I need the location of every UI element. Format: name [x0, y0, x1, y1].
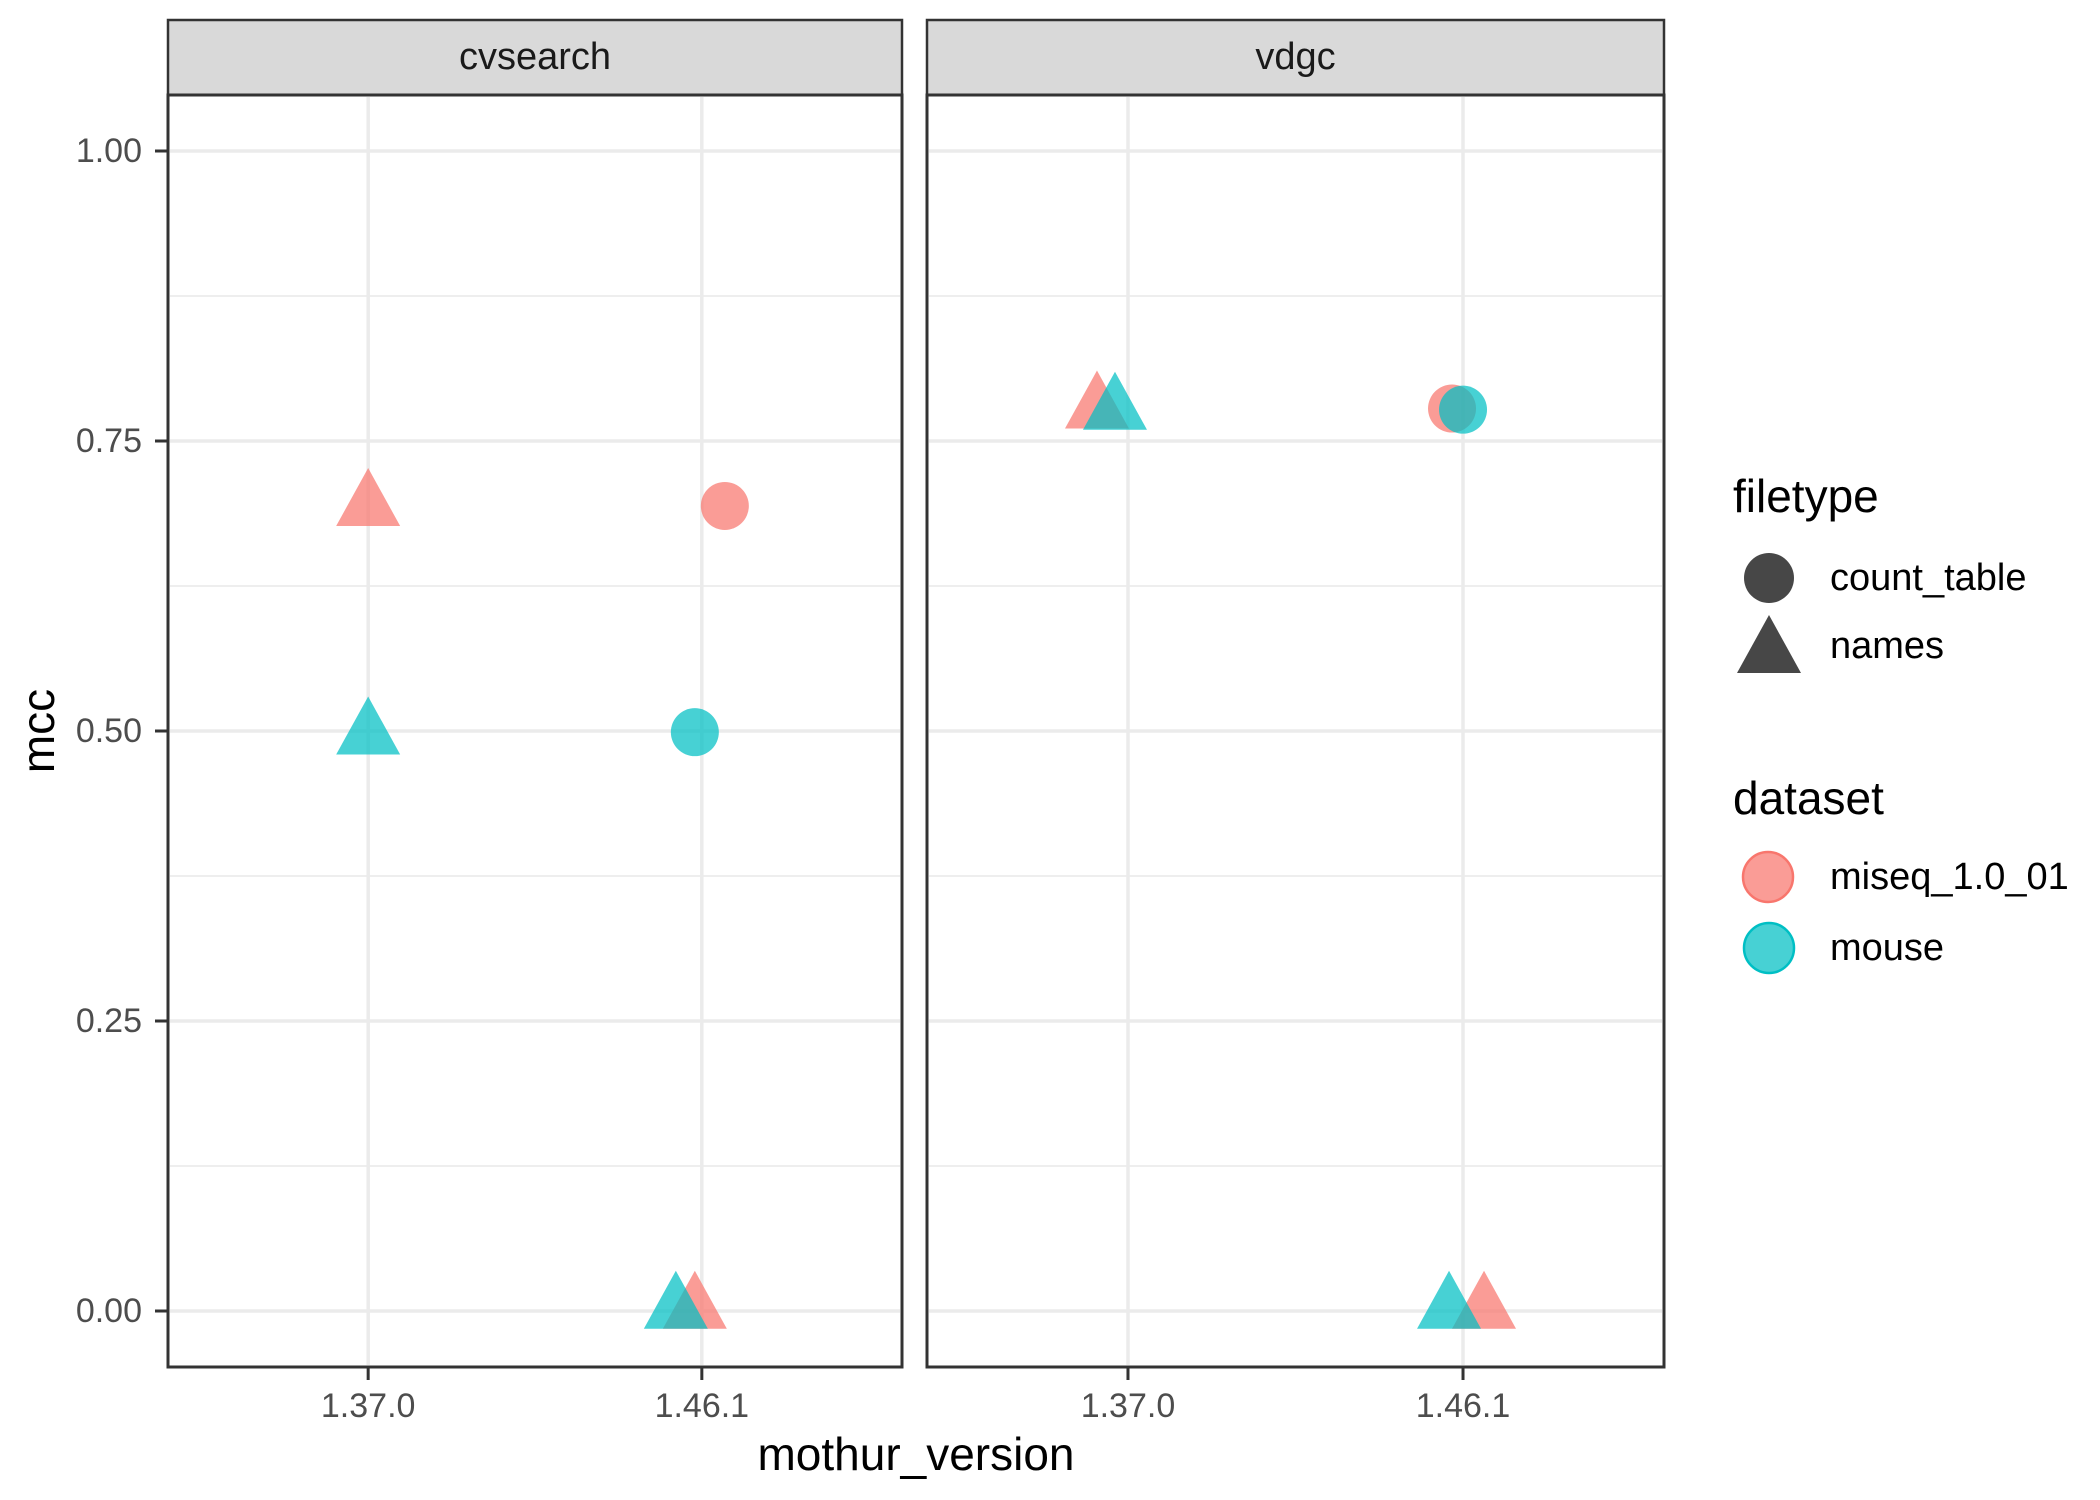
y-tick-label: 0.50	[75, 712, 142, 750]
legend-title-filetype: filetype	[1733, 470, 1879, 522]
facet-strip-label-cvsearch: cvsearch	[458, 36, 612, 78]
x-tick-label: 1.46.1	[654, 1387, 750, 1425]
legend-title-dataset: dataset	[1733, 772, 1884, 824]
data-point-triangle	[643, 1270, 708, 1329]
x-axis-title: mothur_version	[757, 1428, 1075, 1480]
legend-key-miseq-circle	[1741, 850, 1795, 904]
panel-border	[166, 93, 904, 1369]
legend-label-mouse: mouse	[1830, 927, 1945, 969]
legend-key-names-triangle	[1737, 615, 1801, 673]
facet-strip-label-vdgc: vdgc	[1255, 36, 1336, 78]
panel-border	[925, 93, 1666, 1369]
y-tick-label: 0.00	[75, 1292, 142, 1330]
data-point-triangle	[336, 696, 401, 755]
facet-strip	[925, 18, 1666, 97]
legend-label-count-table: count_table	[1830, 557, 2027, 599]
data-point-triangle	[336, 468, 401, 526]
legend-key-count-table-circle	[1744, 553, 1794, 603]
x-tick-label: 1.37.0	[320, 1387, 416, 1425]
legend-label-miseq-1-0-01: miseq_1.0_01	[1830, 856, 2069, 898]
y-tick-label: 0.25	[75, 1002, 142, 1040]
data-point-circle	[1439, 385, 1488, 434]
y-tick-label: 1.00	[75, 132, 142, 170]
legend-key-mouse-circle	[1742, 921, 1796, 975]
data-point-circle	[700, 481, 749, 530]
data-point-circle	[670, 708, 719, 757]
data-point-triangle	[1082, 371, 1147, 430]
x-tick-label: 1.46.1	[1415, 1387, 1511, 1425]
facet-strip	[166, 18, 904, 97]
data-point-triangle	[1417, 1270, 1482, 1329]
y-tick-label: 0.75	[75, 422, 142, 460]
legend-label-names: names	[1830, 625, 1945, 667]
x-tick-label: 1.37.0	[1080, 1387, 1176, 1425]
